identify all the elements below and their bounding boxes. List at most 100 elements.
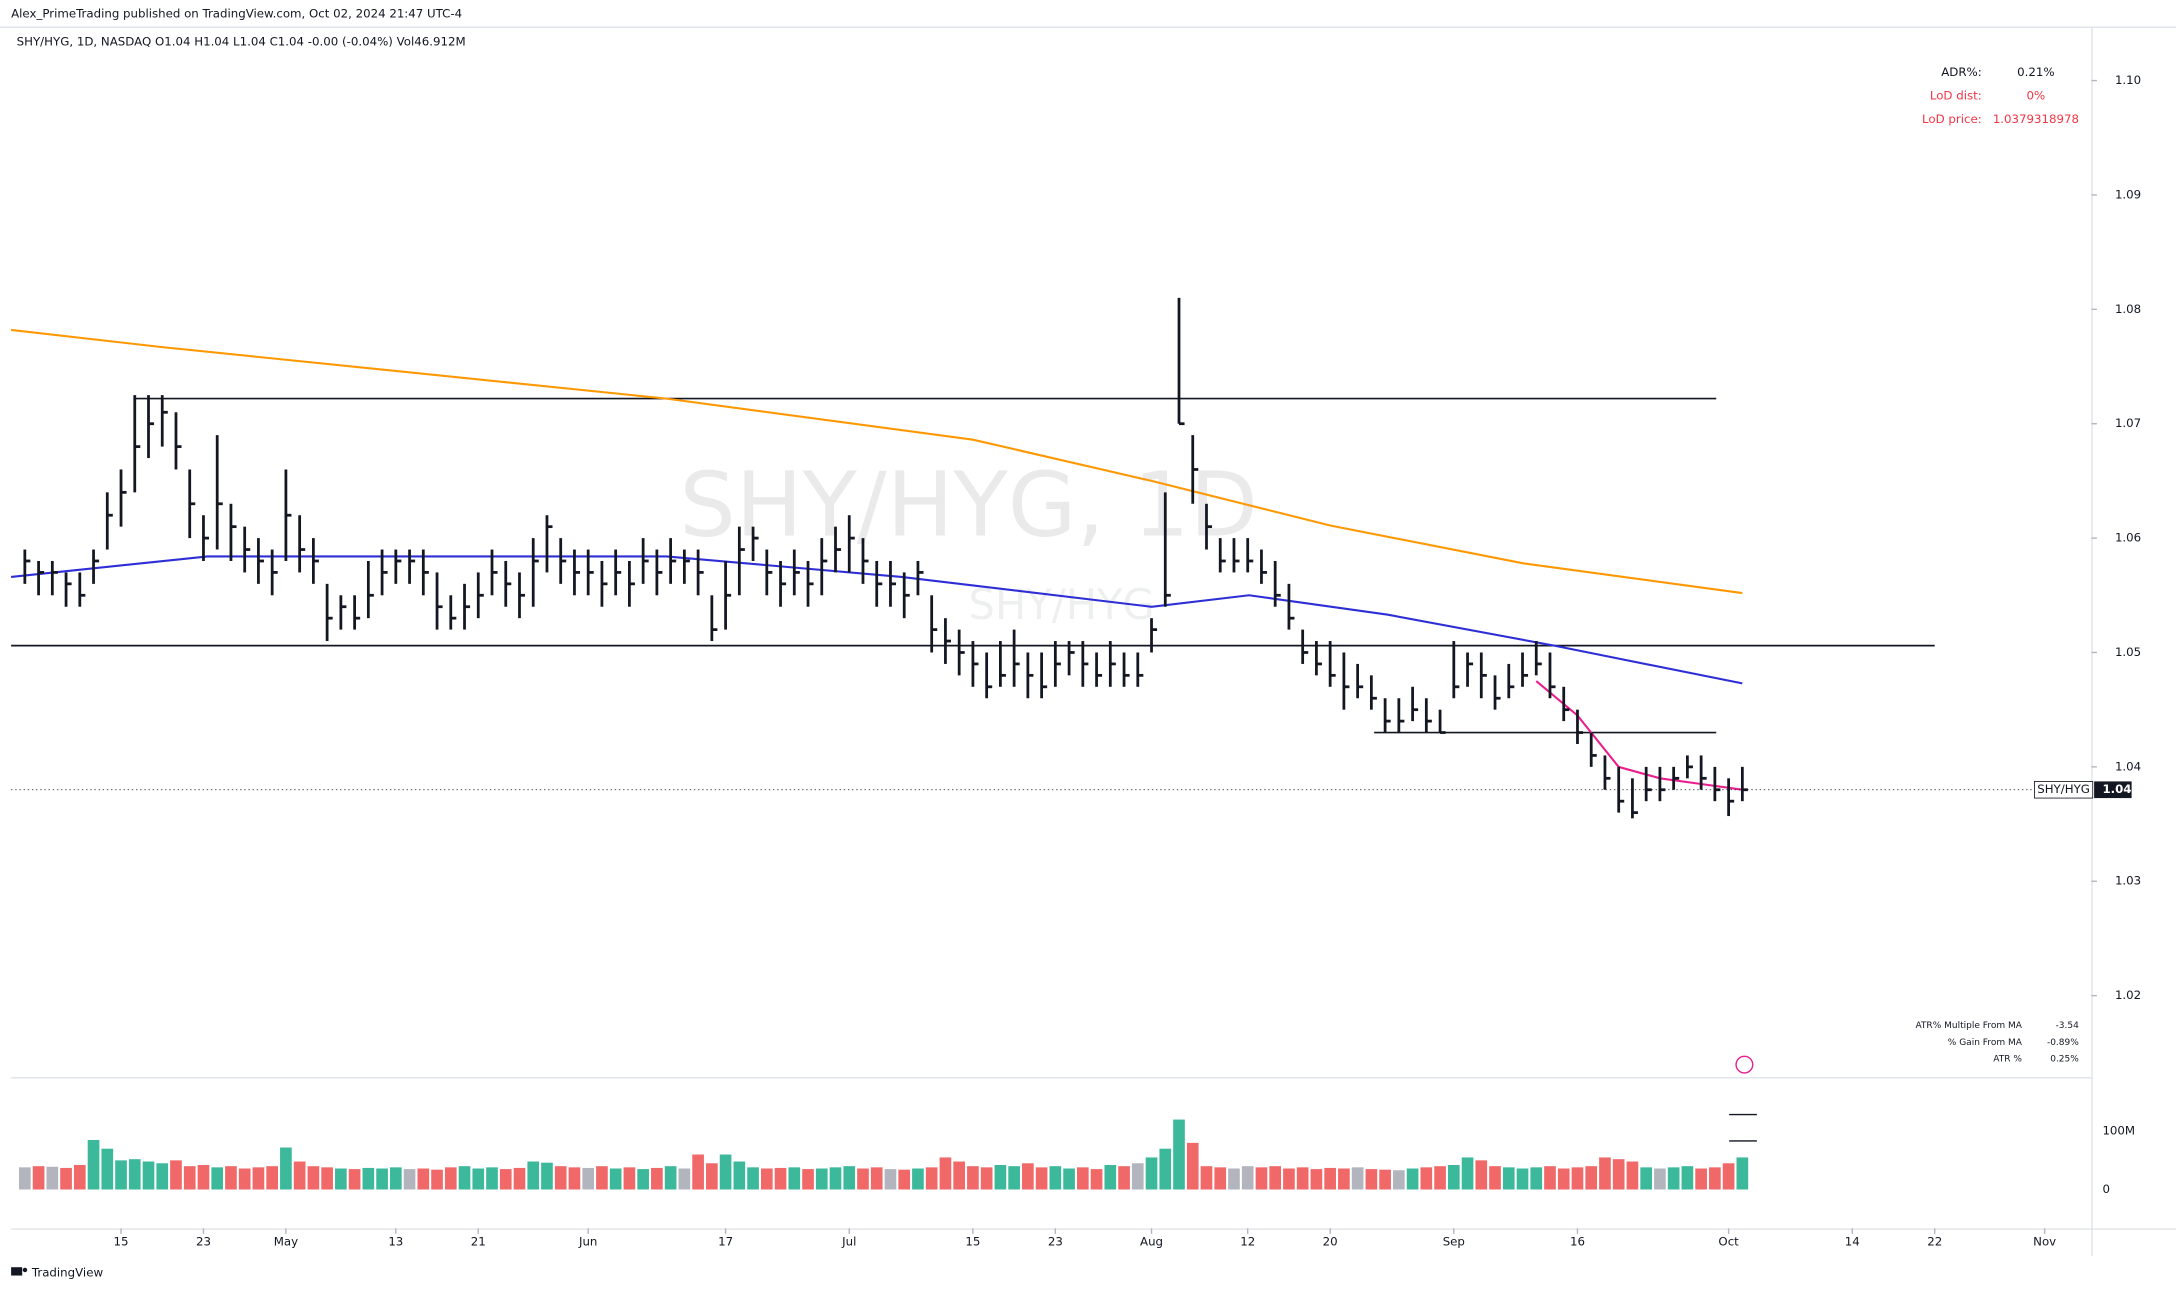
volume-bar <box>19 1167 31 1190</box>
volume-bar <box>939 1157 952 1190</box>
x-tick-label: 14 <box>1845 1235 1860 1249</box>
volume-bar <box>156 1163 169 1190</box>
volume-bar <box>1145 1157 1158 1190</box>
alert-icon[interactable] <box>1735 1055 1754 1074</box>
volume-bar <box>280 1147 292 1190</box>
volume-bar <box>101 1148 114 1190</box>
volume-bar <box>444 1167 457 1190</box>
volume-bar <box>664 1166 677 1190</box>
volume-bar <box>1379 1169 1391 1190</box>
volume-bar <box>1063 1168 1075 1190</box>
logo-mark <box>11 1267 23 1276</box>
volume-bar <box>1241 1166 1254 1190</box>
volume-bar <box>1447 1165 1460 1190</box>
volume-bar <box>980 1167 993 1190</box>
x-tick-label: 21 <box>471 1235 486 1249</box>
volume-bar <box>967 1166 979 1190</box>
volume-bar <box>925 1167 938 1190</box>
volume-bar <box>678 1168 691 1190</box>
volume-bar <box>1159 1148 1172 1190</box>
volume-tick-label: 100M <box>2102 1124 2135 1138</box>
volume-bar <box>183 1166 196 1190</box>
stat-label: ADR%: <box>1941 65 1981 79</box>
volume-bar <box>1571 1167 1584 1190</box>
volume-bar <box>843 1166 856 1190</box>
x-tick-label: 22 <box>1927 1235 1942 1249</box>
y-tick-label: 1.02 <box>2115 988 2141 1002</box>
volume-bar <box>1118 1166 1130 1190</box>
stat-value: 1.0379318978 <box>1993 112 2079 126</box>
volume-bar <box>307 1166 320 1190</box>
volume-bar <box>747 1167 759 1190</box>
volume-bar <box>1434 1166 1446 1190</box>
volume-bar <box>1544 1166 1556 1190</box>
volume-bar <box>719 1154 732 1190</box>
volume-bar <box>486 1167 498 1190</box>
volume-bar <box>1228 1168 1240 1190</box>
volume-bar <box>472 1168 485 1190</box>
volume-bar <box>733 1161 746 1190</box>
volume-bar <box>1530 1167 1543 1190</box>
volume-bar <box>568 1167 581 1190</box>
volume-bar <box>651 1167 663 1190</box>
y-tick-label: 1.04 <box>2115 759 2141 773</box>
volume-bar <box>1681 1166 1694 1190</box>
stat-value: 0.21% <box>2017 65 2054 79</box>
stat-value: -0.89% <box>2047 1038 2079 1048</box>
stat-label: % Gain From MA <box>1948 1038 2023 1048</box>
volume-bar <box>87 1139 100 1190</box>
volume-bar <box>1475 1160 1488 1190</box>
volume-bar <box>1612 1159 1625 1190</box>
volume-bar <box>211 1167 224 1190</box>
x-tick-label: Nov <box>2033 1235 2056 1249</box>
stat-label: ATR % <box>1993 1055 2022 1065</box>
price-tag-symbol: SHY/HYG <box>2037 782 2090 796</box>
volume-bar <box>554 1166 567 1190</box>
x-tick-label: 17 <box>718 1235 733 1249</box>
volume-bar <box>884 1169 897 1190</box>
stat-label: LoD price: <box>1922 112 1982 126</box>
volume-bar <box>898 1169 911 1190</box>
x-tick-label: 23 <box>196 1235 211 1249</box>
volume-bar <box>1365 1169 1378 1190</box>
volume-bar <box>857 1168 869 1190</box>
y-tick-label: 1.07 <box>2115 416 2141 430</box>
legend: SHY/HYG, 1D, NASDAQ O1.04 H1.04 L1.04 C1… <box>17 34 466 48</box>
volume-bar <box>994 1165 1007 1190</box>
volume-bar <box>1502 1167 1515 1190</box>
volume-bar <box>1269 1166 1282 1190</box>
volume-bar <box>170 1160 182 1190</box>
volume-bar <box>1283 1168 1295 1190</box>
volume-bar <box>1640 1167 1652 1190</box>
x-tick-label: Aug <box>1140 1235 1163 1249</box>
volume-bar <box>1736 1157 1749 1190</box>
volume-tick-label: 0 <box>2102 1182 2110 1196</box>
volume-bar <box>1186 1142 1199 1190</box>
volume-bar <box>1310 1169 1323 1190</box>
volume-bar <box>1489 1166 1501 1190</box>
y-tick-label: 1.10 <box>2115 73 2141 87</box>
volume-bar <box>1351 1167 1364 1190</box>
volume-bar <box>706 1163 718 1190</box>
y-tick-label: 1.03 <box>2115 874 2141 888</box>
x-tick-label: 15 <box>114 1235 129 1249</box>
volume-bar <box>348 1169 361 1190</box>
moving-average <box>10 328 1743 595</box>
volume-bar <box>760 1168 773 1190</box>
volume-bar <box>692 1154 704 1190</box>
volume-bar <box>32 1166 45 1190</box>
volume-bar <box>1090 1169 1103 1190</box>
volume-bar <box>596 1166 608 1190</box>
volume-bar <box>46 1166 59 1190</box>
volume-bar <box>829 1167 842 1190</box>
volume-bar <box>637 1169 649 1190</box>
volume-bar <box>870 1167 883 1190</box>
x-tick-label: 20 <box>1323 1235 1338 1249</box>
y-tick-label: 1.06 <box>2115 531 2141 545</box>
volume-bar <box>1393 1170 1405 1190</box>
volume-bar <box>953 1161 965 1190</box>
x-tick-label: 16 <box>1570 1235 1585 1249</box>
volume-bar <box>1461 1157 1474 1190</box>
volume-bar <box>431 1169 443 1190</box>
